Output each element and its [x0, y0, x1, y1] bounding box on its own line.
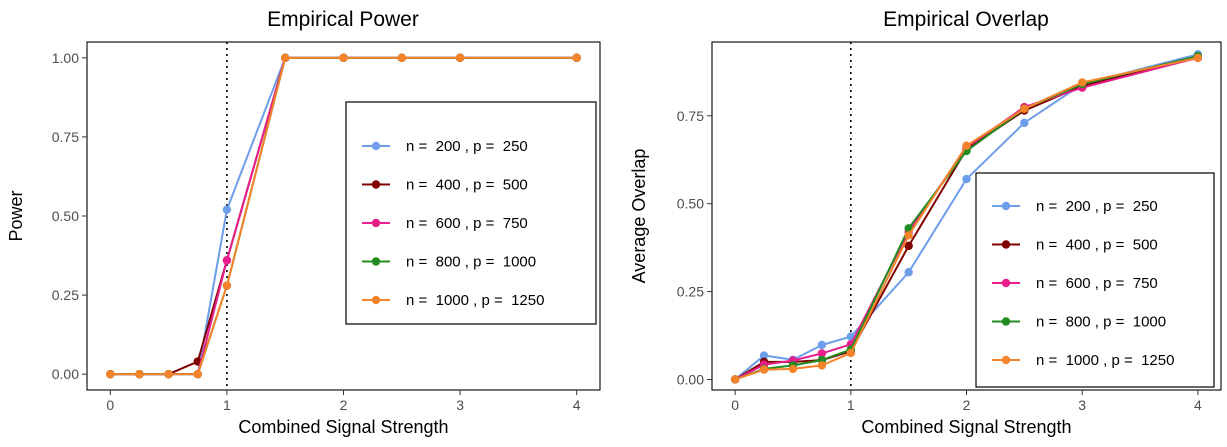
x-tick-label: 3 [456, 397, 464, 413]
panel-title: Empirical Overlap [883, 8, 1049, 31]
series-line-5 [110, 56, 577, 376]
data-point [1193, 53, 1203, 63]
data-point [572, 53, 581, 63]
legend-key-point [1001, 317, 1011, 326]
data-point [193, 369, 202, 379]
panel-title: Empirical Power [267, 8, 419, 31]
legend-box [975, 172, 1215, 388]
legend-key-point [1001, 201, 1011, 211]
data-point [1077, 78, 1087, 87]
legend-label: n = 200 , p = 250 [1036, 198, 1158, 215]
legend-box [345, 101, 597, 325]
data-point [222, 281, 232, 290]
panel-1: Empirical Power 0 1 2 3 4 0.00 0.25 0.50 0.75 1.00… [6, 8, 601, 437]
data-point [1020, 118, 1029, 128]
legend-key-point [1001, 278, 1011, 288]
legend-label: n = 400 , p = 500 [406, 177, 528, 194]
series-line-1 [734, 53, 1199, 381]
data-point [817, 340, 827, 350]
data-point [455, 53, 465, 63]
panel-2: Empirical Overlap 0 1 2 3 4 0.00 0.25 0.50 0.75 Co… [629, 8, 1222, 437]
legend-key-point [371, 218, 381, 228]
y-tick-label: 0.50 [677, 196, 704, 212]
x-tick-label: 0 [106, 397, 114, 413]
series-line-5 [734, 56, 1199, 381]
x-tick-label: 4 [1194, 397, 1202, 413]
data-point [904, 268, 913, 277]
legend-key-point [1001, 240, 1011, 249]
data-point [222, 256, 232, 265]
data-point [962, 141, 971, 150]
data-point [788, 364, 798, 374]
x-axis-title: Combined Signal Strength [861, 417, 1071, 437]
data-point [339, 53, 348, 63]
data-point [904, 241, 913, 251]
data-point [846, 348, 856, 358]
x-tick-label: 4 [573, 397, 581, 413]
data-point [164, 369, 173, 379]
data-point [106, 369, 115, 379]
x-tick-label: 1 [847, 397, 855, 413]
data-point [759, 351, 769, 360]
y-tick-label: 0.25 [677, 284, 704, 300]
data-point [904, 231, 913, 240]
legend-label: n = 600 , p = 750 [406, 215, 528, 232]
y-tick-label: 1.00 [52, 50, 79, 66]
y-tick-label: 0.75 [677, 108, 704, 124]
x-tick-label: 2 [340, 397, 348, 413]
legend-label: n = 800 , p = 1000 [406, 254, 536, 271]
data-point [962, 174, 971, 184]
data-point [135, 369, 144, 379]
y-axis-title: Power [6, 190, 26, 241]
x-tick-label: 0 [731, 397, 739, 413]
y-tick-label: 0.00 [677, 371, 704, 387]
legend-label: n = 800 , p = 1000 [1036, 314, 1166, 331]
x-tick-label: 2 [963, 397, 971, 413]
x-tick-label: 3 [1078, 397, 1086, 413]
data-point [222, 205, 232, 214]
data-point [281, 53, 290, 63]
data-point [397, 53, 406, 63]
legend-key-point [371, 295, 381, 305]
x-axis-title: Combined Signal Strength [238, 417, 448, 437]
y-tick-label: 0.00 [52, 366, 79, 382]
data-point [759, 365, 769, 374]
legend-label: n = 1000 , p = 1250 [406, 292, 544, 309]
data-point [817, 349, 827, 358]
legend: n = 200 , p = 250 n = 400 , p = 500 n = 60… [345, 101, 597, 325]
legend-label: n = 1000 , p = 1250 [1036, 352, 1174, 369]
x-tick-label: 1 [223, 397, 231, 413]
y-tick-label: 0.50 [52, 208, 79, 224]
legend-label: n = 200 , p = 250 [406, 138, 528, 155]
y-tick-label: 0.75 [52, 129, 79, 145]
legend-key-point [1001, 355, 1011, 365]
y-axis-title: Average Overlap [629, 149, 649, 284]
legend-key-point [371, 257, 381, 266]
legend: n = 200 , p = 250 n = 400 , p = 500 n = 60… [975, 172, 1215, 388]
data-point [1020, 104, 1029, 113]
legend-key-point [371, 180, 381, 189]
legend-label: n = 600 , p = 750 [1036, 275, 1158, 292]
data-point [730, 375, 740, 384]
legend-label: n = 400 , p = 500 [1036, 237, 1158, 254]
y-tick-label: 0.25 [52, 287, 79, 303]
data-point [817, 361, 827, 370]
legend-key-point [371, 141, 381, 151]
